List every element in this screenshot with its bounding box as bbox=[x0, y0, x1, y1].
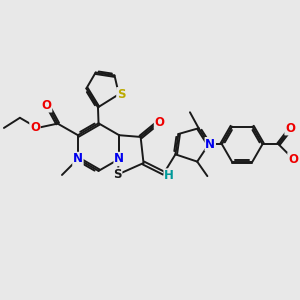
Text: N: N bbox=[73, 152, 83, 166]
Text: S: S bbox=[113, 168, 122, 181]
Text: O: O bbox=[30, 122, 40, 134]
Text: S: S bbox=[117, 88, 125, 101]
Text: N: N bbox=[114, 152, 124, 166]
Text: O: O bbox=[288, 153, 298, 166]
Text: O: O bbox=[154, 116, 164, 129]
Text: O: O bbox=[42, 99, 52, 112]
Text: N: N bbox=[205, 138, 215, 151]
Text: O: O bbox=[285, 122, 295, 135]
Text: H: H bbox=[164, 169, 174, 182]
